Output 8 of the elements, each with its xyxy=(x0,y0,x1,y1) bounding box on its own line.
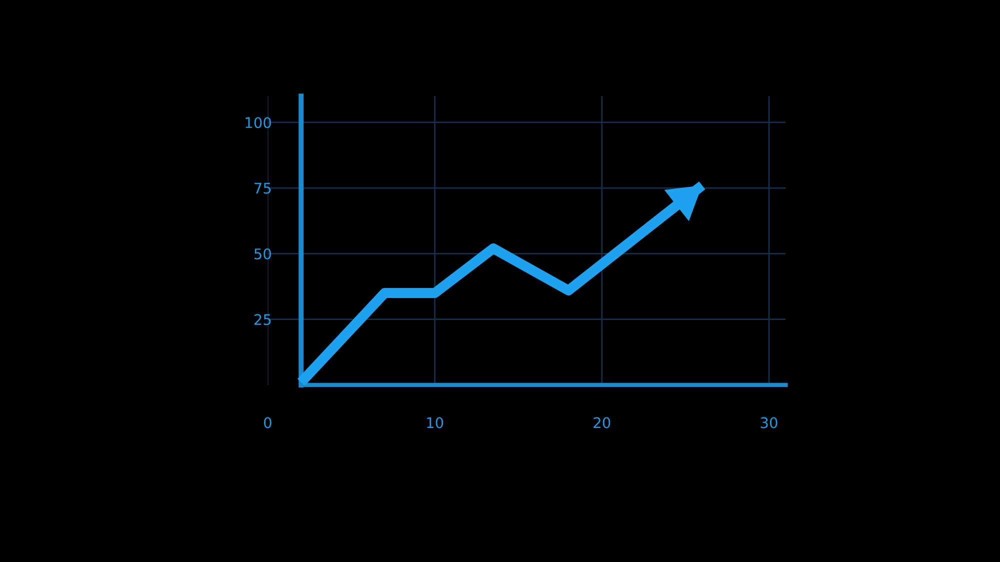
x-tick-label: 0 xyxy=(264,417,272,428)
y-tick-label: 50 xyxy=(254,248,271,260)
x-tick-label: 30 xyxy=(760,417,778,428)
y-tick-label: 75 xyxy=(254,182,271,194)
x-tick-label: 10 xyxy=(427,417,444,428)
y-tick-label: 25 xyxy=(254,314,271,326)
y-tick-label: 100 xyxy=(246,117,271,128)
x-tick-label: 20 xyxy=(594,417,610,428)
